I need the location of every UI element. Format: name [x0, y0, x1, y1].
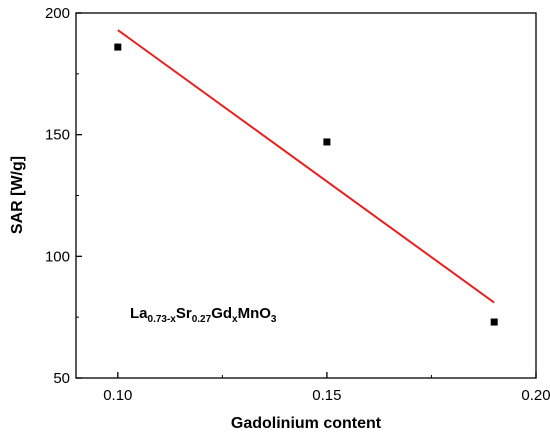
x-axis-ticks: 0.10 0.15 0.20 — [103, 372, 550, 404]
formula-subscript: 0.73-x — [148, 314, 177, 325]
y-tick-label: 100 — [45, 248, 70, 265]
formula-annotation: La0.73-xSr0.27GdxMnO3 — [130, 305, 277, 325]
data-point — [490, 318, 498, 326]
x-tick-label: 0.15 — [312, 387, 341, 404]
x-axis-label: Gadolinium content — [231, 415, 382, 432]
formula-text: Sr — [176, 305, 192, 322]
plot-frame — [75, 12, 537, 379]
x-tick-label: 0.20 — [521, 387, 550, 404]
y-tick-label: 150 — [45, 127, 70, 144]
formula-subscript: x — [232, 314, 238, 325]
points-layer — [114, 43, 498, 326]
fit-line — [117, 29, 495, 304]
formula-text: La — [130, 305, 148, 322]
x-tick-label: 0.10 — [103, 387, 132, 404]
y-axis-label: SAR [W/g] — [9, 156, 26, 234]
data-point — [323, 138, 331, 146]
formula-text: MnO — [238, 305, 272, 322]
data-point — [114, 43, 122, 51]
formula-subscript: 0.27 — [192, 314, 212, 325]
y-tick-label: 50 — [53, 370, 70, 387]
y-tick-label: 200 — [45, 5, 70, 22]
formula-text: Gd — [211, 305, 232, 322]
formula-subscript: 3 — [271, 314, 277, 325]
fit-layer — [117, 29, 495, 304]
y-axis-ticks: 50 100 150 200 — [45, 5, 82, 387]
